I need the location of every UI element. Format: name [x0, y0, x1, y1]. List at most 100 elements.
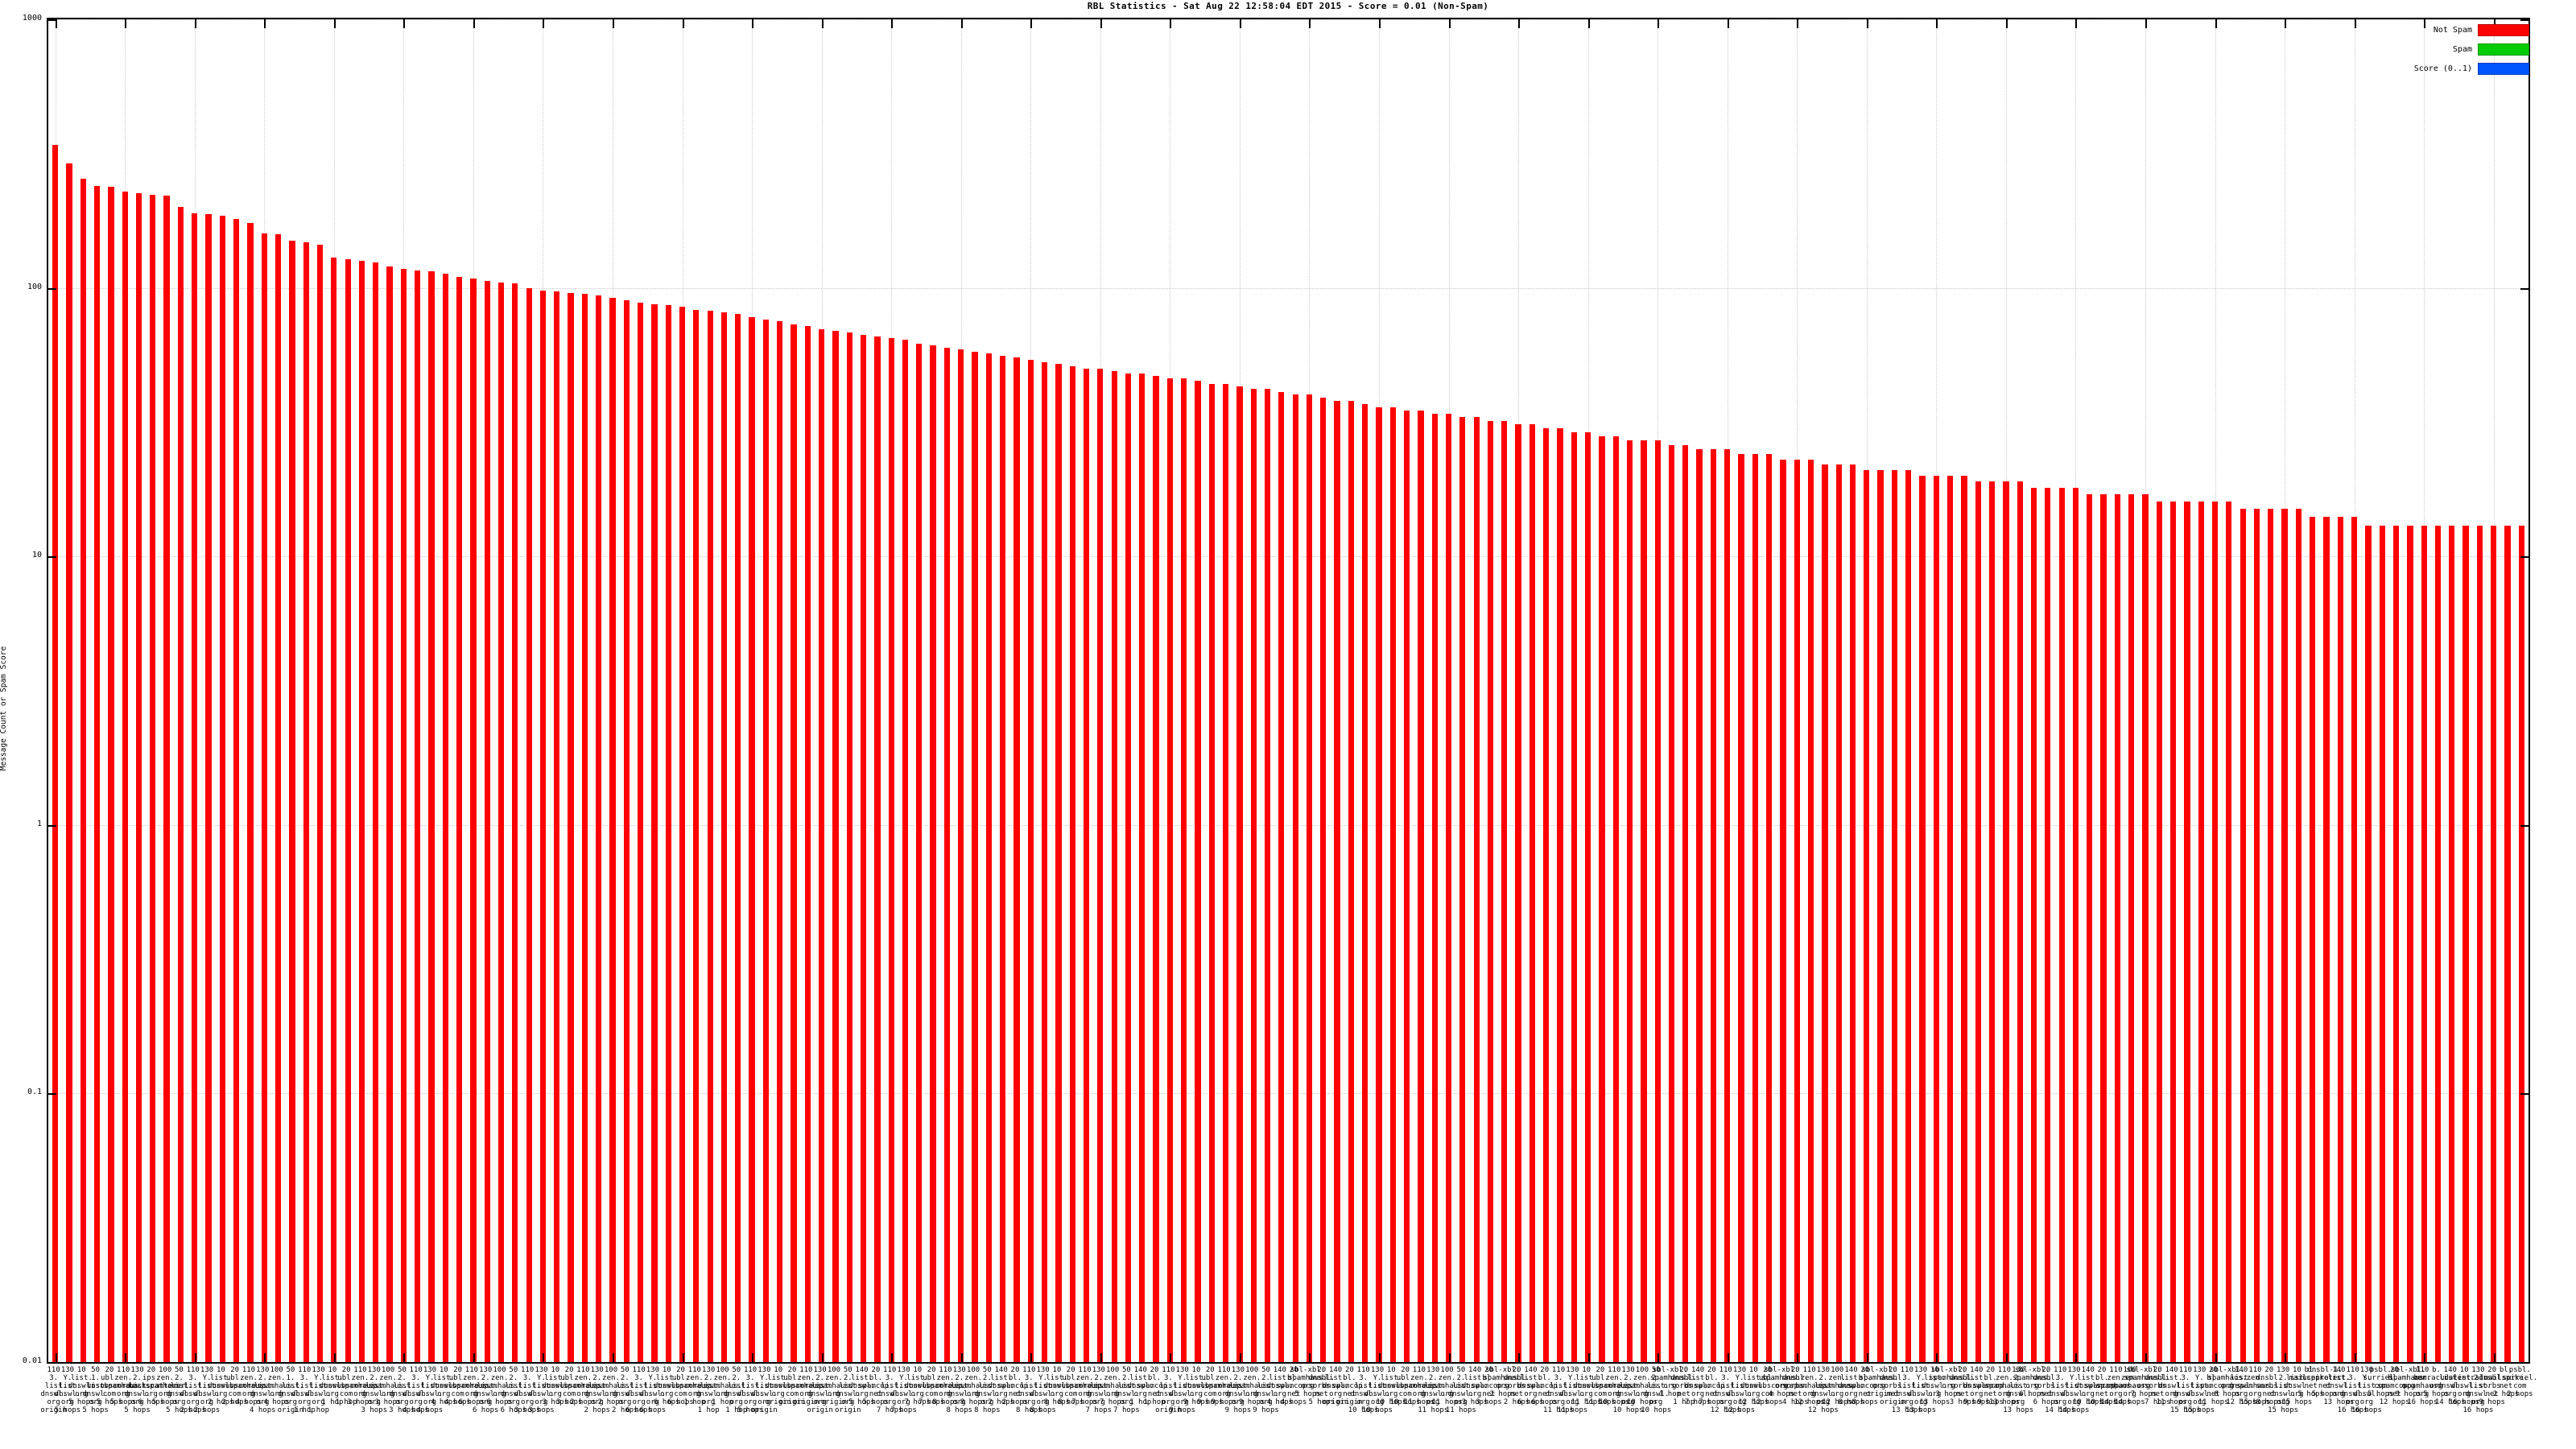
bar[interactable]: [1181, 378, 1187, 1362]
bar[interactable]: [2072, 488, 2079, 1362]
bar[interactable]: [1738, 454, 1744, 1362]
bar[interactable]: [1696, 449, 1703, 1362]
bar[interactable]: [1988, 481, 1996, 1362]
bar[interactable]: [777, 321, 783, 1362]
bar[interactable]: [484, 281, 490, 1362]
bar[interactable]: [66, 163, 72, 1362]
bar[interactable]: [1794, 459, 1800, 1362]
bar[interactable]: [122, 192, 128, 1362]
bar[interactable]: [902, 340, 909, 1362]
bar[interactable]: [150, 195, 156, 1362]
bar[interactable]: [1975, 481, 1981, 1362]
bar[interactable]: [2323, 517, 2330, 1362]
bar[interactable]: [1055, 364, 1062, 1362]
bar[interactable]: [1654, 440, 1661, 1362]
bar[interactable]: [1125, 373, 1132, 1362]
bar[interactable]: [2017, 481, 2023, 1362]
bar[interactable]: [1905, 469, 1912, 1362]
bar[interactable]: [2281, 509, 2288, 1362]
bar[interactable]: [373, 262, 379, 1362]
bar[interactable]: [554, 291, 560, 1362]
bar[interactable]: [1389, 407, 1396, 1362]
bar[interactable]: [289, 240, 295, 1362]
bar[interactable]: [846, 332, 852, 1362]
bar[interactable]: [1835, 464, 1842, 1362]
bar[interactable]: [1515, 424, 1521, 1362]
bar[interactable]: [1445, 413, 1452, 1362]
bar[interactable]: [456, 276, 463, 1362]
bar[interactable]: [108, 186, 114, 1362]
bar[interactable]: [2365, 526, 2372, 1362]
bar[interactable]: [832, 331, 839, 1362]
bar[interactable]: [2392, 526, 2400, 1362]
bar[interactable]: [1612, 436, 1619, 1362]
bar[interactable]: [52, 145, 59, 1362]
bar[interactable]: [1529, 424, 1536, 1362]
bar[interactable]: [637, 303, 644, 1362]
bar[interactable]: [275, 234, 282, 1362]
bar[interactable]: [693, 309, 700, 1362]
bar[interactable]: [860, 334, 867, 1362]
bar[interactable]: [720, 312, 728, 1362]
bar[interactable]: [415, 270, 421, 1362]
bar[interactable]: [1682, 444, 1689, 1362]
bar[interactable]: [1641, 440, 1647, 1362]
bar[interactable]: [888, 338, 894, 1362]
bar[interactable]: [470, 279, 477, 1362]
bar[interactable]: [1195, 381, 1201, 1362]
bar[interactable]: [80, 178, 86, 1362]
bar[interactable]: [2030, 488, 2037, 1362]
bar[interactable]: [2045, 488, 2051, 1362]
bar[interactable]: [497, 282, 505, 1362]
bar[interactable]: [2462, 526, 2469, 1362]
bar[interactable]: [2337, 517, 2343, 1362]
bar[interactable]: [1000, 355, 1006, 1362]
bar[interactable]: [2310, 517, 2316, 1362]
bar[interactable]: [233, 219, 240, 1362]
bar[interactable]: [1919, 475, 1926, 1362]
bar[interactable]: [1334, 400, 1340, 1362]
bar[interactable]: [2351, 517, 2358, 1362]
bar[interactable]: [874, 336, 881, 1362]
bar[interactable]: [2226, 502, 2232, 1362]
bar[interactable]: [930, 345, 936, 1362]
bar[interactable]: [1083, 369, 1090, 1362]
bar[interactable]: [1320, 398, 1327, 1362]
bar[interactable]: [651, 303, 658, 1362]
bar[interactable]: [1041, 361, 1048, 1362]
bar[interactable]: [581, 294, 588, 1362]
bar[interactable]: [2268, 509, 2274, 1362]
bar[interactable]: [679, 307, 686, 1362]
bar[interactable]: [2198, 502, 2204, 1362]
bar[interactable]: [2114, 494, 2121, 1362]
bar[interactable]: [428, 271, 435, 1362]
bar[interactable]: [2142, 494, 2149, 1362]
bar[interactable]: [1947, 475, 1954, 1362]
bar[interactable]: [943, 347, 951, 1362]
bar[interactable]: [2128, 494, 2135, 1362]
bar[interactable]: [1208, 383, 1215, 1362]
bar[interactable]: [2476, 526, 2483, 1362]
bar[interactable]: [1933, 475, 1939, 1362]
bar[interactable]: [568, 292, 574, 1362]
bar[interactable]: [1376, 407, 1382, 1362]
bar[interactable]: [1111, 370, 1117, 1362]
bar[interactable]: [1013, 357, 1020, 1362]
bar[interactable]: [219, 215, 225, 1362]
bar[interactable]: [916, 343, 923, 1362]
bar[interactable]: [163, 196, 170, 1362]
bar[interactable]: [623, 299, 630, 1362]
bar[interactable]: [1459, 417, 1466, 1362]
bar[interactable]: [2156, 502, 2162, 1362]
bar[interactable]: [1752, 454, 1758, 1362]
bar[interactable]: [958, 349, 964, 1362]
bar[interactable]: [2518, 526, 2524, 1362]
bar[interactable]: [1557, 428, 1563, 1362]
bar[interactable]: [1418, 410, 1424, 1362]
bar[interactable]: [2421, 526, 2427, 1362]
bar[interactable]: [707, 311, 713, 1362]
bar[interactable]: [791, 324, 797, 1362]
bar[interactable]: [2295, 509, 2302, 1362]
bar[interactable]: [1166, 378, 1173, 1362]
bar[interactable]: [1877, 469, 1884, 1362]
